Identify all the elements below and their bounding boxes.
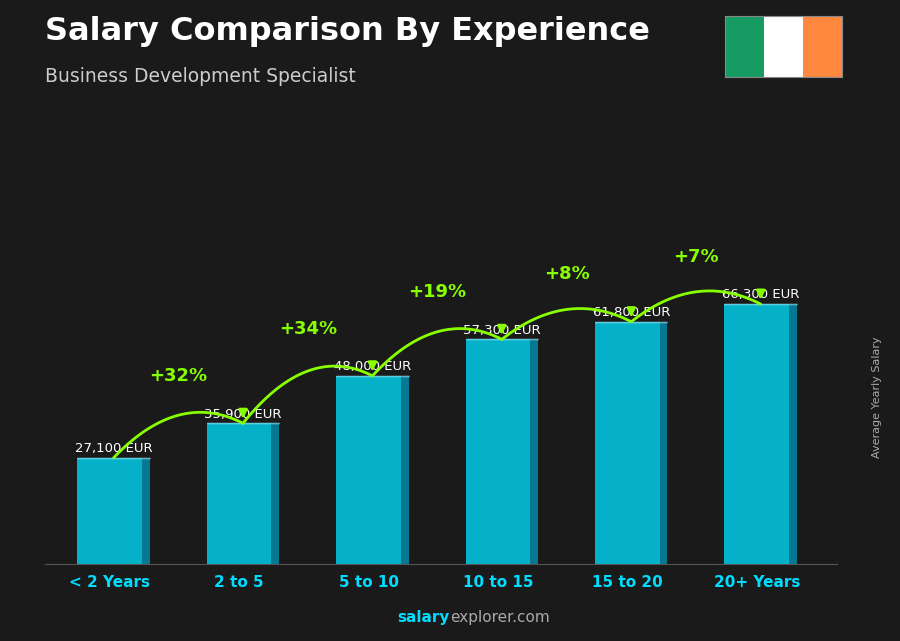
Bar [724, 16, 763, 77]
Bar [595, 322, 660, 564]
Text: 35,900 EUR: 35,900 EUR [204, 408, 282, 420]
Text: +34%: +34% [279, 319, 337, 338]
Text: +19%: +19% [408, 283, 466, 301]
Bar [400, 376, 409, 564]
Text: 57,300 EUR: 57,300 EUR [463, 324, 541, 337]
Bar [142, 458, 149, 564]
Text: explorer.com: explorer.com [450, 610, 550, 625]
Text: +7%: +7% [673, 248, 719, 266]
Text: Average Yearly Salary: Average Yearly Salary [872, 337, 883, 458]
Text: +8%: +8% [544, 265, 590, 283]
Text: 48,000 EUR: 48,000 EUR [334, 360, 411, 373]
Text: 27,100 EUR: 27,100 EUR [75, 442, 152, 455]
Bar [530, 339, 538, 564]
Bar [337, 376, 400, 564]
Bar [763, 16, 803, 77]
Text: salary: salary [398, 610, 450, 625]
Bar [660, 322, 668, 564]
Text: +32%: +32% [149, 367, 207, 385]
Bar [77, 458, 142, 564]
Bar [789, 304, 796, 564]
Text: Salary Comparison By Experience: Salary Comparison By Experience [45, 16, 650, 47]
Bar [724, 304, 789, 564]
Bar [803, 16, 842, 77]
Bar [465, 339, 530, 564]
Bar [272, 423, 279, 564]
Bar [207, 423, 272, 564]
Text: Business Development Specialist: Business Development Specialist [45, 67, 356, 87]
Text: 61,800 EUR: 61,800 EUR [592, 306, 670, 319]
Text: 66,300 EUR: 66,300 EUR [722, 288, 799, 301]
